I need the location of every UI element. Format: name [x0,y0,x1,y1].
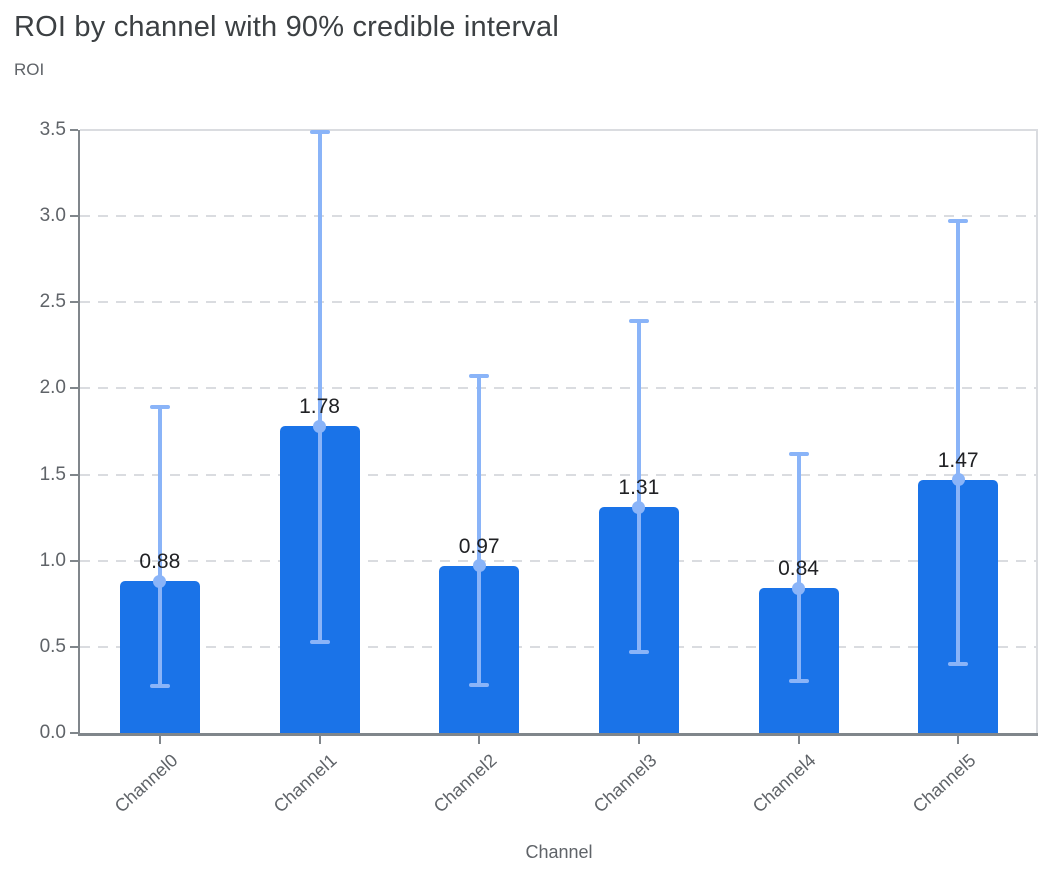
bar-value-label: 1.78 [299,395,340,419]
error-bar [157,407,162,687]
x-tick-mark [957,736,960,744]
x-tick-mark [318,736,321,744]
error-bar [956,221,961,665]
y-tick-mark [70,645,78,648]
error-bar [636,321,641,653]
error-bar-cap-high [628,319,649,324]
error-bar [317,131,322,642]
error-bar-cap-high [309,129,330,134]
bar-value-label: 0.84 [778,557,819,581]
grid-line [80,473,1038,476]
grid-line [80,645,1038,648]
error-bar-cap-high [788,451,809,456]
y-tick-label: 3.0 [39,205,66,227]
y-tick-label: 3.5 [39,119,66,140]
x-tick-label: Channel1 [270,750,341,817]
y-tick-label: 1.5 [39,463,66,485]
x-tick-label: Channel4 [749,750,820,817]
y-tick-mark [70,301,78,304]
grid-line [80,215,1038,218]
plot-right-border [1036,130,1038,733]
y-tick-label: 1.0 [39,549,66,571]
x-tick-label: Channel3 [589,750,661,817]
x-tick-mark [478,736,481,744]
error-bar-cap-high [149,405,170,410]
error-bar [477,376,482,685]
y-tick-mark [70,387,78,390]
error-bar-cap-high [469,374,490,379]
bar-value-label: 1.31 [618,476,660,500]
chart-title: ROI by channel with 90% credible interva… [14,11,559,43]
error-bar-cap-low [469,682,490,687]
bar-value-label: 0.88 [139,550,181,574]
y-tick-label: 2.5 [39,291,66,313]
y-tick-label: 2.0 [39,377,66,399]
grid-line [80,559,1038,562]
y-axis-title: ROI [14,60,45,79]
x-axis-title: Channel [525,842,593,862]
error-bar-cap-low [149,684,170,689]
x-axis-line [78,733,1038,736]
y-tick-mark [70,215,78,218]
y-tick-label: 0.0 [39,722,66,743]
y-tick-label: 0.5 [39,635,66,657]
error-bar-cap-low [309,639,330,644]
y-tick-mark [70,732,78,734]
error-bar-cap-low [948,662,969,667]
y-tick-mark [70,473,78,476]
x-tick-label: Channel0 [110,750,182,817]
error-bar-cap-low [628,650,649,655]
y-tick-mark [70,559,78,562]
y-axis-line [78,130,80,736]
grid-line [80,129,1038,131]
x-tick-mark [158,736,161,744]
bar-value-label: 1.47 [937,448,979,472]
error-bar [796,453,801,682]
bar-value-label: 0.97 [458,534,500,558]
grid-line [80,301,1038,304]
error-bar-cap-high [948,219,969,224]
x-tick-label: Channel5 [908,750,980,817]
grid-line [80,387,1038,390]
error-bar-cap-low [788,679,809,684]
x-tick-mark [637,736,640,744]
y-tick-mark [70,129,78,131]
x-tick-mark [797,736,800,744]
x-tick-label: Channel2 [429,750,501,817]
